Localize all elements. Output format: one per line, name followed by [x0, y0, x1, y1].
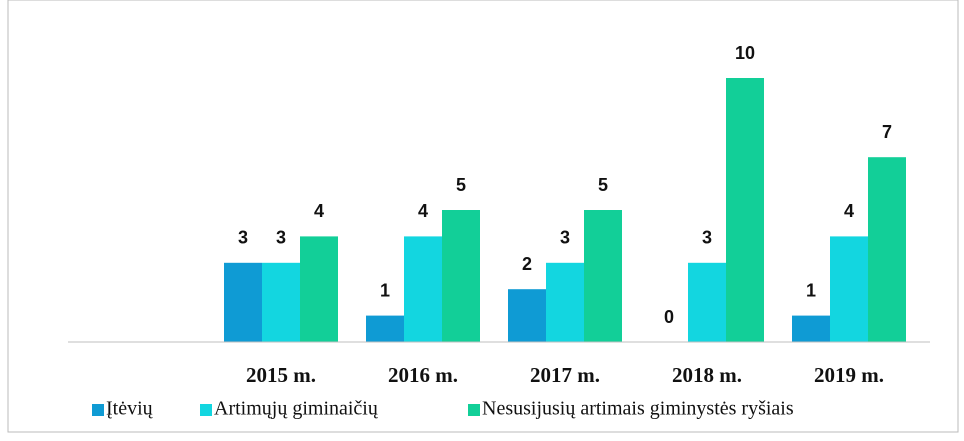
bar: [726, 78, 764, 342]
x-tick-label: 2015 m.: [246, 363, 316, 387]
data-label: 4: [844, 201, 854, 221]
legend-label: Įtėvių: [106, 398, 154, 420]
data-label: 3: [560, 228, 570, 248]
data-label: 3: [276, 228, 286, 248]
bar: [546, 262, 584, 342]
data-label: 5: [456, 175, 466, 195]
bar: [404, 236, 442, 342]
legend-label: Nesusijusių artimais giminystės ryšiais: [482, 398, 794, 420]
bar: [508, 289, 546, 342]
data-label: 1: [380, 280, 390, 300]
bar: [830, 236, 868, 342]
chart-frame: [7, 0, 959, 433]
data-label: 5: [598, 175, 608, 195]
bar: [688, 262, 726, 342]
bar: [366, 315, 404, 342]
bar: [224, 262, 262, 342]
bar: [868, 157, 906, 342]
data-label: 7: [882, 122, 892, 142]
legend-swatch: [92, 404, 104, 416]
bar: [442, 210, 480, 342]
bar: [300, 236, 338, 342]
x-tick-label: 2017 m.: [530, 363, 600, 387]
x-tick-label: 2016 m.: [388, 363, 458, 387]
bar: [584, 210, 622, 342]
data-label: 0: [664, 307, 674, 327]
data-label: 3: [238, 228, 248, 248]
bar: [262, 262, 300, 342]
data-label: 4: [418, 201, 428, 221]
data-label: 10: [735, 43, 755, 63]
data-label: 2: [522, 254, 532, 274]
legend-swatch: [200, 404, 212, 416]
data-label: 4: [314, 201, 324, 221]
bar: [792, 315, 830, 342]
data-label: 1: [806, 280, 816, 300]
legend-label: Artimųjų giminaičių: [214, 398, 379, 420]
data-label: 3: [702, 228, 712, 248]
legend-swatch: [468, 404, 480, 416]
x-tick-label: 2018 m.: [672, 363, 742, 387]
x-tick-label: 2019 m.: [814, 363, 884, 387]
